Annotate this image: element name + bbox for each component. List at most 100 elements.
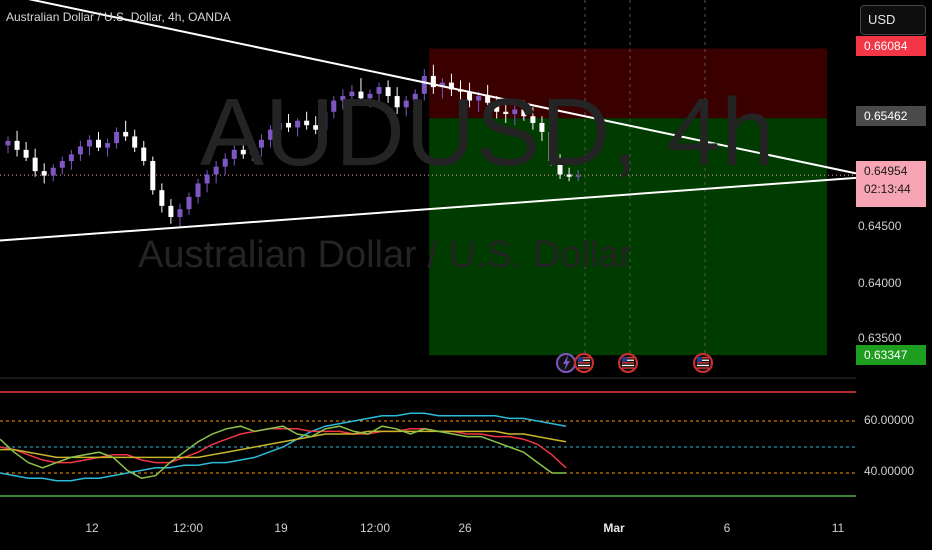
bar-countdown: 02:13:44 bbox=[864, 182, 911, 196]
candle-body bbox=[494, 102, 500, 112]
candle-body bbox=[439, 82, 445, 88]
candle-body bbox=[222, 158, 228, 167]
candle bbox=[141, 140, 147, 166]
candle-body bbox=[32, 157, 38, 172]
candle-body bbox=[267, 129, 273, 140]
candle bbox=[448, 73, 454, 97]
price-label-0: 0.64500 bbox=[858, 219, 902, 233]
flag-canton bbox=[622, 357, 627, 362]
entry-level-tag: 0.65462 bbox=[856, 106, 926, 126]
candle bbox=[512, 105, 518, 126]
candle bbox=[68, 149, 74, 170]
candle bbox=[494, 96, 500, 119]
current-price: 0.64954 bbox=[864, 164, 908, 178]
indicator-series-2 bbox=[0, 430, 567, 459]
candle bbox=[258, 134, 264, 157]
flag-stripe bbox=[622, 362, 634, 364]
candle bbox=[376, 82, 382, 106]
candle bbox=[195, 178, 201, 204]
candle-body bbox=[249, 147, 255, 155]
candle-body bbox=[50, 167, 56, 176]
candle bbox=[476, 91, 482, 112]
symbol-title[interactable]: Australian Dollar / U.S. Dollar, 4h, OAN… bbox=[6, 10, 231, 24]
candle-body bbox=[258, 139, 264, 148]
time-label-2: 19 bbox=[274, 521, 288, 535]
candle bbox=[150, 156, 156, 195]
candle bbox=[32, 148, 38, 177]
time-label-6: 6 bbox=[723, 521, 731, 535]
grid-lines bbox=[0, 0, 856, 379]
us-flag-event-icon[interactable] bbox=[693, 353, 713, 373]
candle-body bbox=[159, 190, 165, 206]
candle-body bbox=[141, 147, 147, 162]
candle-body bbox=[566, 174, 572, 177]
trendlines[interactable] bbox=[0, 0, 857, 242]
economic-events[interactable] bbox=[556, 353, 713, 373]
flag-stripe bbox=[622, 357, 634, 359]
flag-stripe bbox=[578, 362, 590, 364]
us-flag-event-icon[interactable] bbox=[618, 353, 638, 373]
candle-body bbox=[213, 166, 219, 175]
current-price-tag: 0.64954 02:13:44 bbox=[856, 161, 926, 207]
candle-body bbox=[340, 96, 346, 101]
candle bbox=[267, 125, 273, 148]
candle bbox=[412, 89, 418, 110]
time-label-1: 12:00 bbox=[172, 521, 204, 535]
candle bbox=[114, 127, 120, 149]
time-label-4: 26 bbox=[458, 521, 472, 535]
candle bbox=[41, 163, 47, 184]
candle bbox=[358, 78, 364, 103]
flag-stripe bbox=[578, 357, 590, 359]
candle bbox=[14, 130, 20, 157]
candle-body bbox=[548, 131, 554, 162]
indicator-level-60: 60.00000 bbox=[864, 413, 915, 427]
flag-stripe bbox=[578, 367, 590, 369]
candle bbox=[132, 129, 138, 153]
stop-level-tag: 0.66084 bbox=[856, 36, 926, 56]
candle-body bbox=[485, 96, 491, 103]
candle bbox=[503, 102, 509, 123]
candle-body bbox=[150, 161, 156, 191]
candle bbox=[575, 170, 581, 182]
us-flag-event-icon[interactable] bbox=[574, 353, 594, 373]
candle bbox=[213, 161, 219, 184]
candle bbox=[177, 203, 183, 229]
candle bbox=[286, 114, 292, 132]
candle bbox=[430, 64, 436, 94]
lower-trendline[interactable] bbox=[0, 176, 857, 242]
candle-body bbox=[521, 109, 527, 117]
candle-body bbox=[123, 131, 129, 137]
indicator-series-3 bbox=[0, 425, 566, 479]
candle-body bbox=[503, 111, 509, 114]
candle-body bbox=[96, 139, 101, 148]
candle bbox=[123, 120, 129, 141]
lightning-glyph bbox=[563, 355, 570, 371]
indicator-series-0 bbox=[0, 412, 567, 482]
candle bbox=[331, 96, 337, 119]
candle bbox=[105, 138, 111, 157]
candle-body bbox=[5, 140, 11, 146]
time-label-0: 12 bbox=[85, 521, 99, 535]
candle-body bbox=[231, 149, 237, 159]
candle bbox=[566, 167, 572, 182]
currency-button[interactable]: USD bbox=[860, 5, 926, 35]
candle bbox=[59, 156, 65, 175]
candle bbox=[86, 135, 92, 156]
candle-body bbox=[286, 122, 292, 128]
candle bbox=[5, 136, 11, 154]
candle-body bbox=[277, 122, 282, 130]
candle-body bbox=[313, 125, 319, 130]
candle bbox=[557, 154, 563, 179]
candle-body bbox=[23, 149, 29, 158]
lightning-event-icon[interactable] bbox=[556, 353, 576, 373]
candle-body bbox=[358, 91, 364, 99]
candle-body bbox=[86, 139, 92, 147]
flag-stripe bbox=[697, 357, 709, 359]
candle bbox=[385, 80, 391, 103]
upper-trendline[interactable] bbox=[0, 0, 857, 175]
candle-body bbox=[59, 161, 65, 168]
candle-body bbox=[530, 116, 536, 123]
position-zones bbox=[429, 48, 827, 356]
candle-body bbox=[376, 87, 382, 94]
